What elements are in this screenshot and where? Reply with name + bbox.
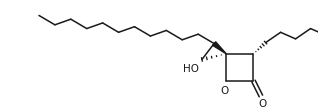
Text: O: O <box>259 99 267 109</box>
Text: HO: HO <box>183 64 199 74</box>
Text: O: O <box>220 86 229 96</box>
Polygon shape <box>213 42 226 54</box>
